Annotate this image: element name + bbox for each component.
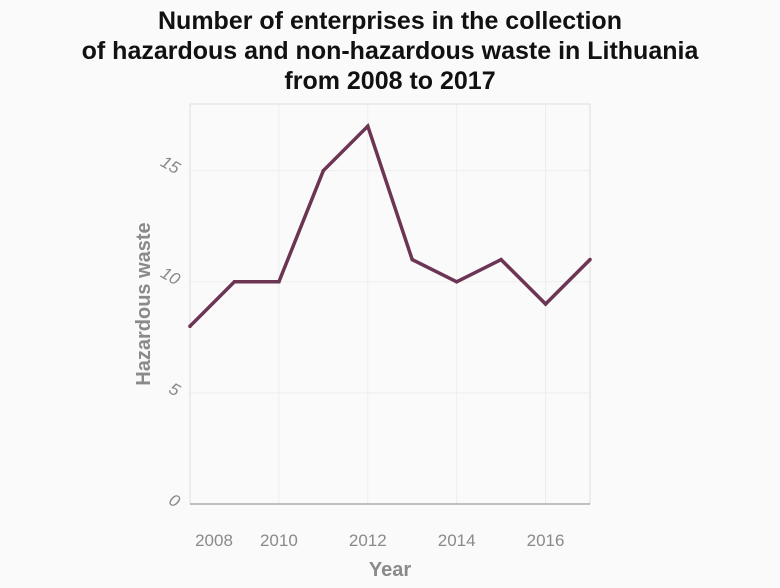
data-point	[543, 302, 548, 306]
series-layer	[188, 122, 592, 329]
chart-title-line-2: of hazardous and non-hazardous waste in …	[81, 37, 699, 65]
data-point	[410, 257, 415, 262]
y-tick-labels: 0 5 10 15	[157, 152, 183, 512]
x-tick-label: 2008	[195, 531, 233, 550]
x-tick-labels: 2008 2010 2012 2014 2016	[195, 531, 564, 550]
data-point	[321, 168, 326, 173]
data-point	[588, 257, 592, 262]
data-point	[365, 124, 370, 129]
data-point	[277, 279, 281, 284]
y-tick-label: 5	[166, 379, 184, 400]
y-tick-label: 10	[157, 263, 183, 289]
data-point	[454, 279, 459, 284]
plot-frame	[189, 103, 591, 505]
y-tick-label: 0	[166, 490, 184, 511]
y-tick-label: 15	[157, 152, 183, 178]
x-tick-label: 2014	[438, 531, 476, 550]
x-tick-label: 2012	[349, 531, 387, 550]
grid-layer	[189, 104, 590, 505]
y-axis-label: Hazardous waste	[133, 222, 155, 385]
chart-title: Number of enterprises in the collection …	[0, 6, 780, 96]
chart-title-line-1: Number of enterprises in the collection	[158, 7, 622, 35]
series-line	[188, 122, 592, 328]
x-tick-label: 2010	[260, 531, 298, 550]
x-tick-label: 2016	[527, 531, 565, 550]
data-point	[232, 279, 237, 284]
x-axis-label: Year	[369, 559, 411, 581]
chart-title-line-3: from 2008 to 2017	[284, 67, 496, 95]
data-point	[499, 257, 503, 262]
data-point	[188, 324, 192, 329]
